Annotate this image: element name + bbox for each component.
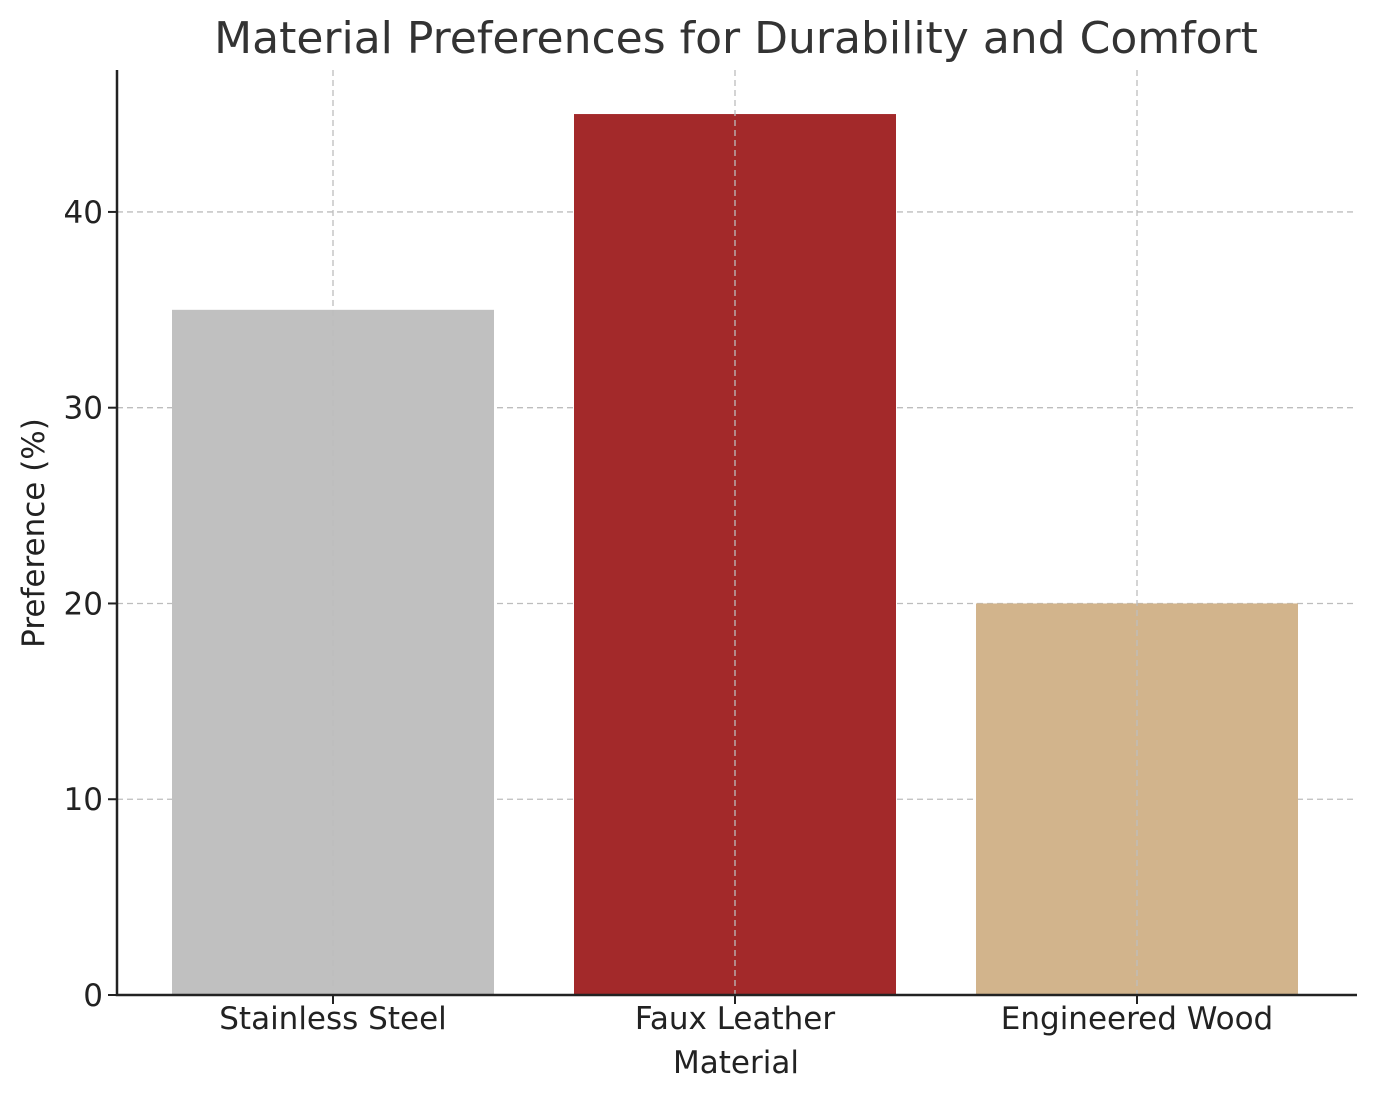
bars-layer [172, 70, 1298, 996]
y-tick-label: 40 [64, 195, 103, 231]
x-tick-label: Faux Leather [635, 1001, 835, 1037]
y-tick-label: 10 [64, 782, 103, 818]
chart-title: Material Preferences for Durability and … [214, 13, 1258, 64]
ticks-layer: 0 10 20 30 40 Stainless Steel Faux Leather Engi… [64, 195, 1274, 1037]
bar [976, 603, 1298, 995]
x-tick-label: Stainless Steel [219, 1001, 447, 1037]
y-axis-label: Preference (%) [16, 418, 52, 648]
x-tick-label: Engineered Wood [1001, 1001, 1273, 1037]
y-tick-label: 0 [83, 978, 103, 1014]
x-axis-label: Material [673, 1045, 799, 1081]
y-tick-label: 20 [64, 586, 103, 622]
y-tick-label: 30 [64, 391, 103, 427]
